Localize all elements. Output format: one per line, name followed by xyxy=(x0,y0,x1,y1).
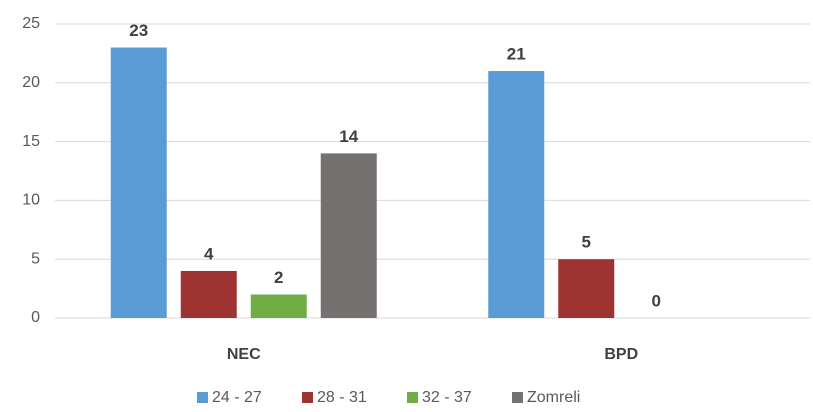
value-label: 0 xyxy=(652,291,661,310)
bar xyxy=(558,259,615,318)
value-label: 4 xyxy=(204,244,214,263)
legend-label: Zomreli xyxy=(527,389,580,406)
bar xyxy=(180,270,237,318)
bar xyxy=(250,294,307,318)
x-tick-label: BPD xyxy=(604,346,638,363)
value-label: 5 xyxy=(582,233,591,252)
legend-swatch xyxy=(407,392,418,403)
x-tick-label: NEC xyxy=(227,346,261,363)
legend-label: 24 - 27 xyxy=(212,389,262,406)
y-tick-label: 15 xyxy=(22,133,40,150)
y-tick-label: 25 xyxy=(22,15,40,32)
legend-swatch xyxy=(512,392,523,403)
bar xyxy=(320,153,377,318)
y-tick-label: 20 xyxy=(22,74,40,91)
legend-swatch xyxy=(302,392,313,403)
bar xyxy=(488,71,545,318)
value-label: 14 xyxy=(339,127,358,146)
y-tick-label: 5 xyxy=(31,250,40,267)
value-label: 2 xyxy=(274,268,283,287)
y-tick-label: 0 xyxy=(31,309,40,326)
y-tick-label: 10 xyxy=(22,192,40,209)
value-label: 21 xyxy=(507,45,526,64)
legend-label: 28 - 31 xyxy=(317,389,367,406)
value-label: 23 xyxy=(129,21,148,40)
bar xyxy=(110,47,167,319)
legend-label: 32 - 37 xyxy=(422,389,472,406)
legend-swatch xyxy=(197,392,208,403)
